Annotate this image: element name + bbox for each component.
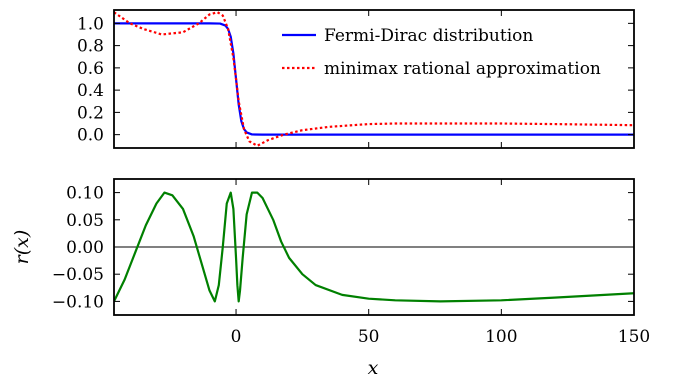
y-tick-label: −0.05 [52, 265, 104, 285]
series-line-0-1 [114, 11, 634, 147]
y-axis-label: r(x) [11, 230, 33, 265]
x-tick-label: 100 [485, 327, 517, 347]
x-tick-label: 0 [231, 327, 242, 347]
x-tick-label: 50 [358, 327, 380, 347]
top-panel: 0.0 0.20.40.60.8 1.0 Fermi-Dirac distributi… [77, 9, 635, 149]
y-tick-label: 0.0 [77, 126, 104, 146]
x-tick-label: 150 [618, 327, 650, 347]
y-tick-label: 0.6 [77, 59, 104, 79]
y-tick-label: 0.8 [77, 37, 104, 57]
plot-frame [113, 9, 635, 149]
y-tick-label: 0.2 [77, 103, 104, 123]
y-tick-label: 0.10 [66, 184, 104, 204]
series-line-1-0 [114, 191, 634, 303]
bottom-panel: 0.10 0.05 0.00 −0.05 −0.10 0 50 100 150 x r(x) [11, 178, 650, 379]
y-tick-label: 0.05 [66, 211, 104, 231]
y-tick-label: 0.00 [66, 238, 104, 258]
series-line-0-0 [114, 22, 634, 136]
x-axis-label: x [368, 357, 379, 379]
y-tick-label: −0.10 [52, 292, 104, 312]
y-tick-label: 0.4 [77, 81, 104, 101]
legend-label-1: minimax rational approximation [324, 59, 601, 79]
y-tick-label: 1.0 [77, 14, 104, 34]
legend-label-0: Fermi-Dirac distribution [324, 26, 533, 46]
